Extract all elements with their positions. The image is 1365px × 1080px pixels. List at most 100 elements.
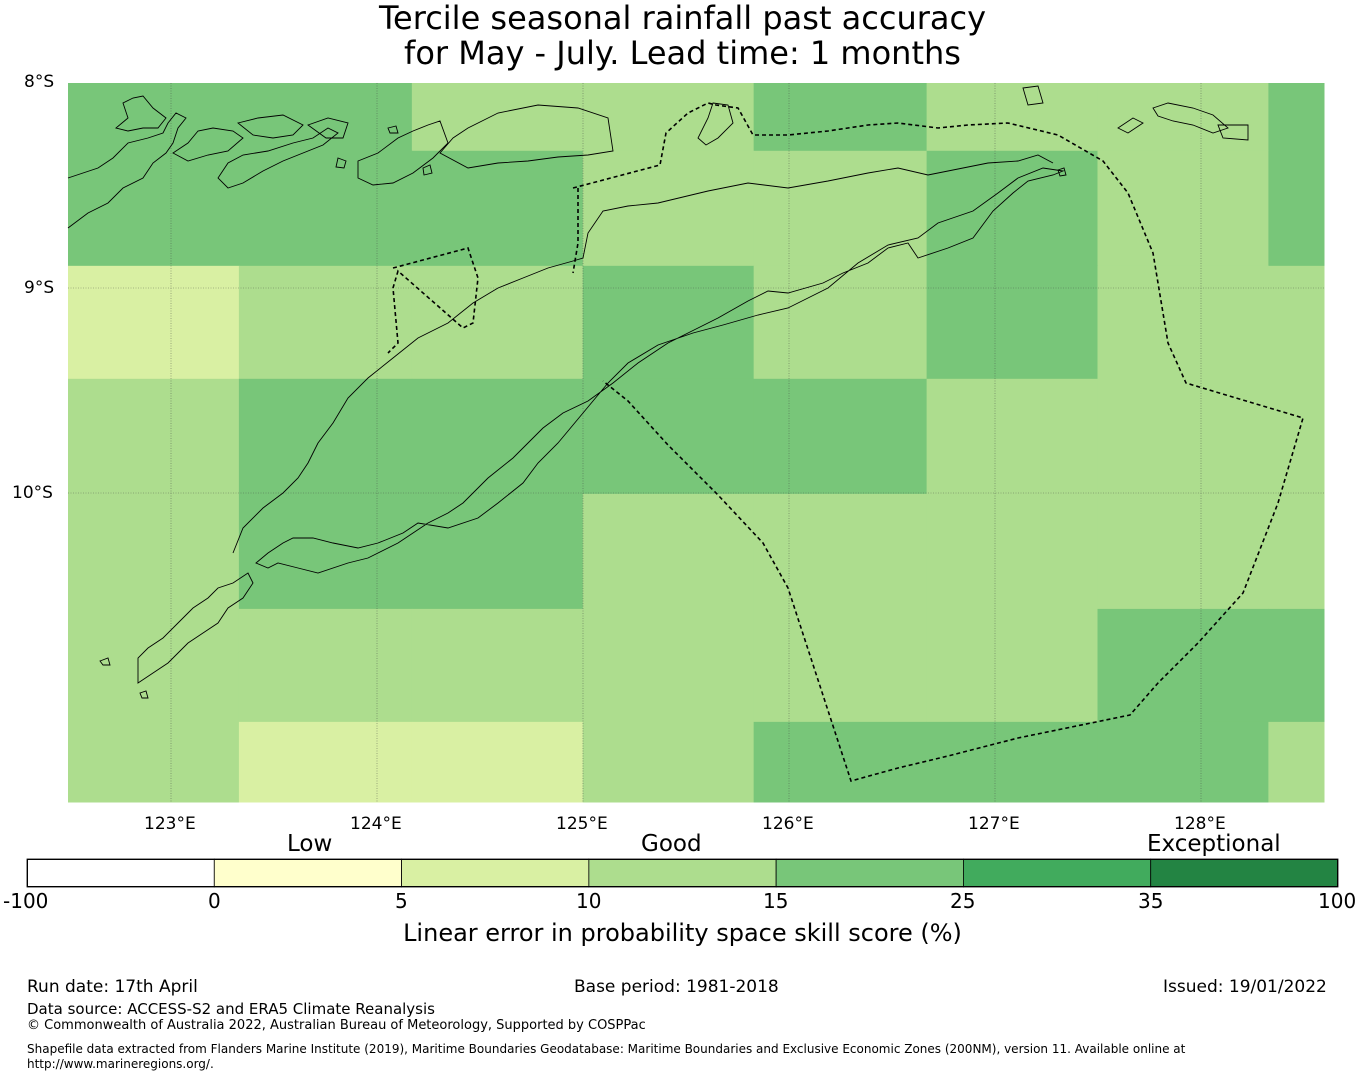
map-title-line2: for May - July. Lead time: 1 months [404,34,961,72]
map-cell [1268,150,1325,267]
coastline-north-islands [115,95,167,132]
run-date: Run date: 17th April [27,977,198,997]
coastline-savu [99,657,111,666]
map-cell [411,83,584,152]
map-title-line1: Tercile seasonal rainfall past accuracy [378,0,987,37]
map-gridlines [68,83,1324,802]
colorbar-tick-minus100: -100 [3,889,49,913]
map-cell [1268,608,1325,723]
colorbar [26,858,1339,888]
map-cell [753,150,928,267]
map-cell [411,265,584,380]
map-cell [411,150,584,267]
coastline-west-timor [232,154,1054,554]
legend-category-exceptional: Exceptional [1147,831,1281,857]
map-cell [68,150,240,267]
colorbar-tick-0: 0 [208,889,221,913]
lon-label-124e: 124°E [350,814,402,834]
map-cell [1097,493,1269,610]
map-cell [582,378,755,495]
map-cell [1097,378,1269,495]
map-cell [1097,265,1269,380]
map-cell [926,608,1099,723]
colorbar-segment [963,858,1152,888]
map-cell [68,721,240,803]
lon-label-123e: 123°E [144,814,196,834]
colorbar-tick-25: 25 [950,889,976,913]
eez-boundary-timor-leste [572,102,1304,782]
map-cell [582,83,755,152]
lon-label-125e: 125°E [556,814,608,834]
lat-label-9s: 9°S [24,278,55,298]
maritime-boundaries [387,102,1304,782]
coastline-oecusse [697,102,734,146]
coastline-rote [137,572,254,684]
legend-category-low: Low [287,831,333,857]
map-cell [1097,83,1269,152]
map-cell [926,150,1099,267]
legend-category-good: Good [641,831,702,857]
map-cell [411,378,584,495]
map-cell [582,608,755,723]
coastline-moa [1217,124,1249,141]
colorbar-segment [401,858,590,888]
coastline-solor [217,127,339,189]
map-cell [926,265,1099,380]
map-cell [1268,83,1325,152]
map-cell [411,721,584,803]
colorbar-segment [26,858,215,888]
map-cell [238,265,413,380]
map-cell [238,378,413,495]
coastline-jaco [1057,167,1067,177]
coastline-small-3 [387,125,399,134]
colorbar-segment [1150,858,1339,888]
map-cell [1268,493,1325,610]
map-cell [238,493,413,610]
coastline-alor [357,120,449,186]
lon-label-128e: 128°E [1174,814,1226,834]
coastline-kisar [1117,117,1144,134]
map-cell [1268,265,1325,380]
copyright: © Commonwealth of Australia 2022, Austra… [27,1018,646,1033]
colorbar-tick-15: 15 [763,889,789,913]
lon-label-126e: 126°E [762,814,814,834]
colorbar-label: Linear error in probability space skill … [403,919,962,947]
map-cell [1097,150,1269,267]
map-cell [753,493,928,610]
coastline-adonara [172,127,244,162]
colorbar-tick-5: 5 [395,889,408,913]
coastline-ndana [139,690,149,699]
colorbar-tick-35: 35 [1138,889,1164,913]
coastline-timor [255,167,1065,574]
map-cell [926,378,1099,495]
skill-score-map [67,83,1325,803]
lon-label-127e: 127°E [968,814,1020,834]
lat-label-10s: 10°S [12,483,53,503]
map-cell [753,378,928,495]
lat-label-8s: 8°S [24,72,55,92]
coastline-lomblen [237,114,304,139]
map-cell [582,265,755,380]
coastlines [67,85,1249,699]
map-cell [753,83,928,152]
map-cell [68,493,240,610]
coastline-atauro [1022,85,1044,106]
issued-date: Issued: 19/01/2022 [1163,977,1327,997]
colorbar-tick-100: 100 [1318,889,1357,913]
colorbar-tick-10: 10 [576,889,602,913]
base-period: Base period: 1981-2018 [574,977,779,997]
map-cell [68,83,240,152]
map-grid-cells [68,83,1325,803]
map-cell [238,150,413,267]
map-cell [582,493,755,610]
map-cell [1097,608,1269,723]
map-cell [68,265,240,380]
map-cell [582,150,755,267]
colorbar-segment [213,858,402,888]
map-cell [411,608,584,723]
colorbar-segment [588,858,777,888]
map-cell [926,493,1099,610]
data-source: Data source: ACCESS-S2 and ERA5 Climate … [27,1000,435,1018]
colorbar-segment [775,858,964,888]
map-cell [753,608,928,723]
